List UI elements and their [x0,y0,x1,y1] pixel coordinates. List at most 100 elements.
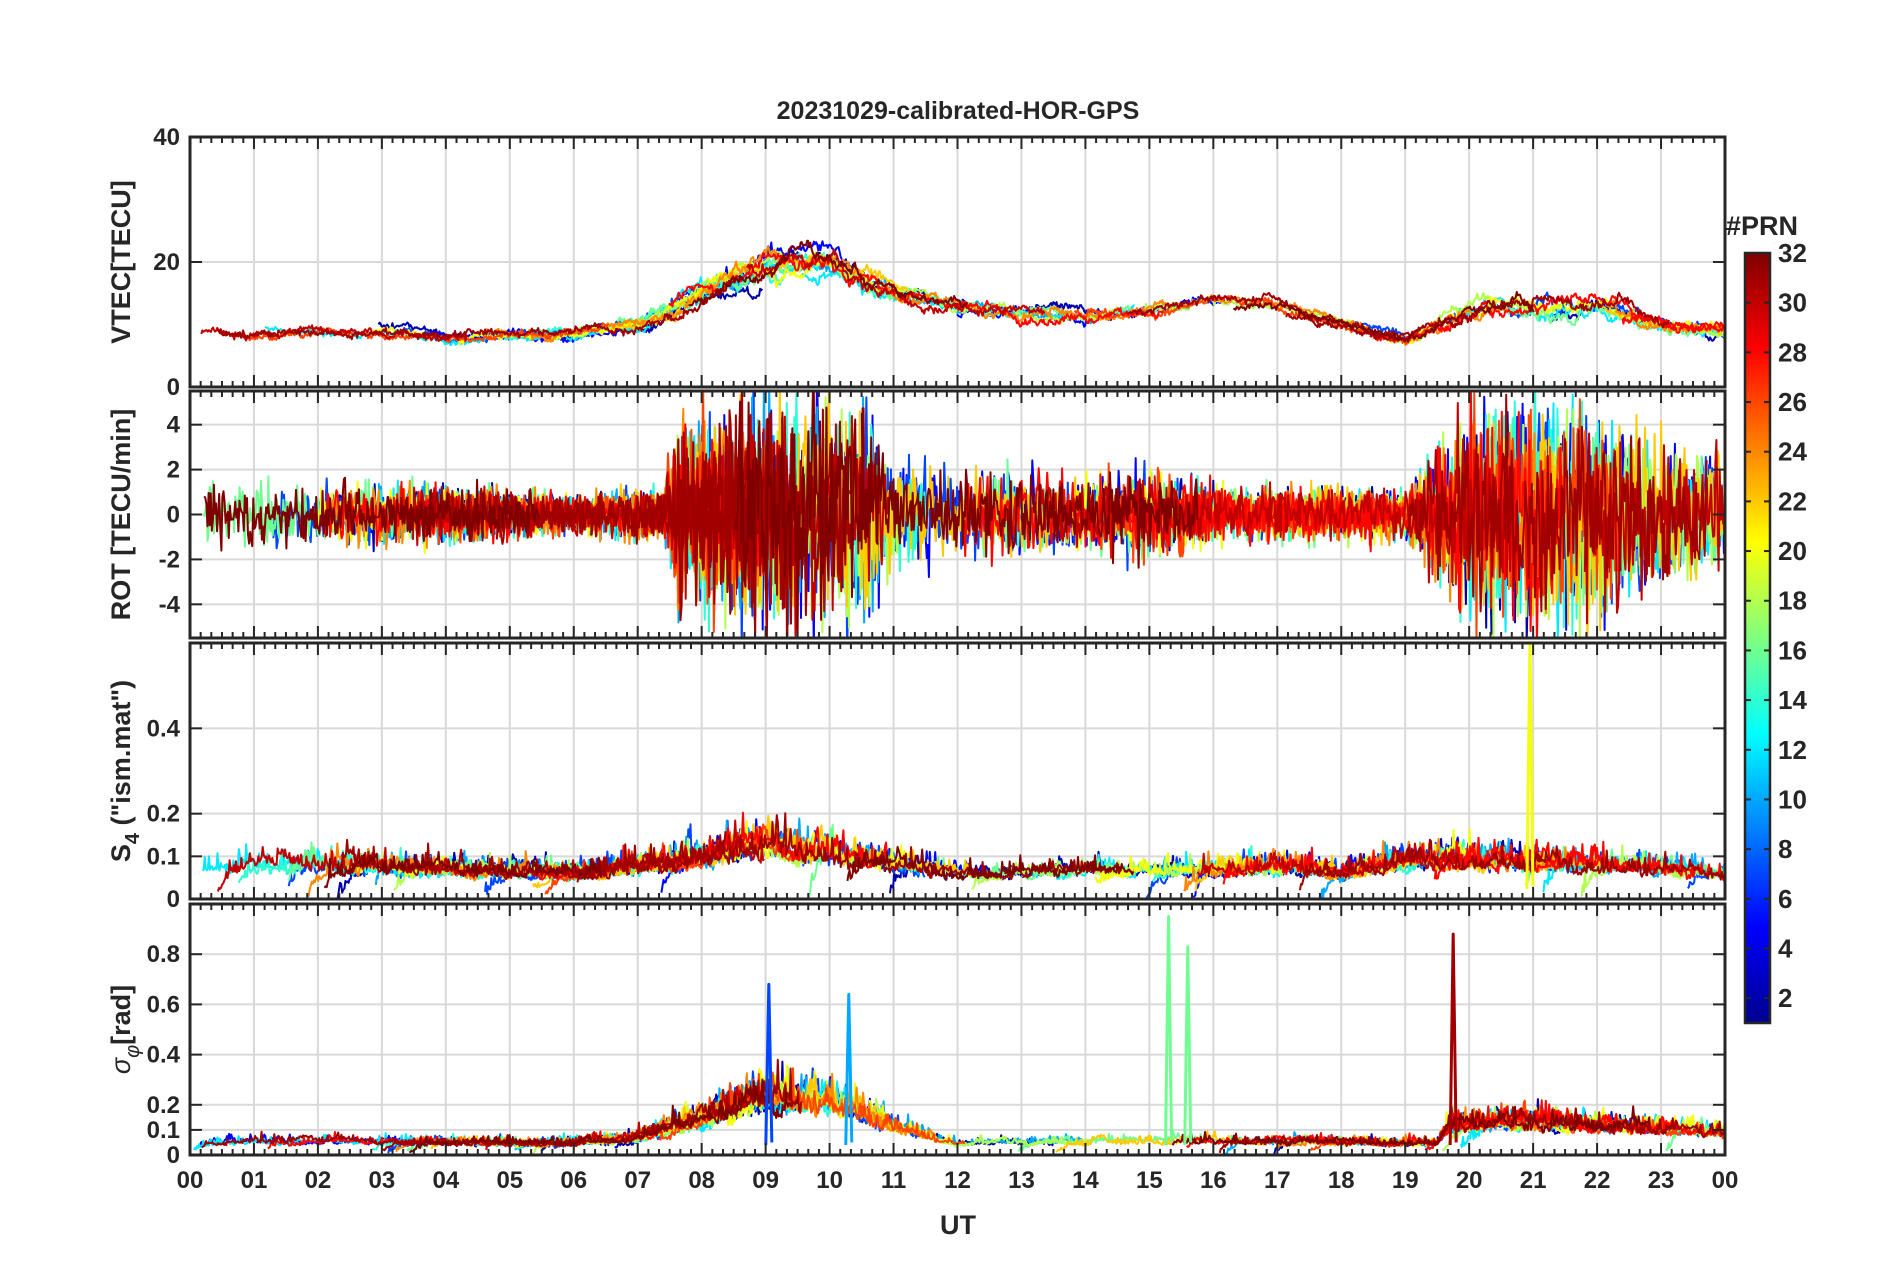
y-tick-label: 0.4 [147,1042,181,1069]
colorbar-tick-label: 2 [1778,983,1792,1013]
series-line-prn-31 [216,276,738,341]
colorbar-tick-label: 18 [1778,586,1807,616]
y-ticks: -4 -2 0 2 4 [159,412,1725,618]
colorbar-tick-label: 28 [1778,337,1807,367]
x-tick-label: 20 [1456,1167,1483,1194]
x-tick-label: 02 [305,1167,332,1194]
series-group [201,643,1725,899]
colorbar-tick-label: 32 [1778,238,1807,268]
x-tick-label: 16 [1200,1167,1227,1194]
y-tick-label: 20 [153,249,180,276]
colorbar-tick-label: 8 [1778,834,1792,864]
series-line-prn-31 [1299,838,1725,891]
series-line-prn-32 [733,391,1199,633]
x-ticks [189,391,1726,638]
y-label-subscript: φ [122,1045,144,1058]
y-tick-label: 0.8 [147,941,180,968]
series-line-prn-32 [846,845,1135,882]
y-tick-label: 0 [167,1142,180,1169]
peak-spike [844,992,854,1145]
y-label-suffix: [rad] [106,985,136,1045]
colorbar-tick-label: 6 [1778,884,1792,914]
x-tick-label: 06 [560,1167,587,1194]
peak-spike [1525,643,1535,889]
y-tick-label: 0.1 [147,843,180,870]
x-tick-label: 18 [1328,1167,1355,1194]
x-tick-label: 03 [369,1167,396,1194]
colorbar-tick-label: 4 [1778,933,1793,963]
colorbar-tick-label: 10 [1778,784,1807,814]
y-tick-label: 0.1 [147,1117,180,1144]
x-tick-label: 19 [1392,1167,1419,1194]
series-line-prn-31 [1285,291,1671,339]
y-tick-label: 2 [167,457,180,484]
y-label-subscript: 4 [122,832,144,844]
y-ticks: 0 0.1 0.2 0.4 [147,715,1725,913]
x-tick-label: 05 [496,1167,523,1194]
x-ticks [189,643,1726,899]
colorbar-tick-label: 16 [1778,635,1807,665]
series-line-prn-32 [1232,291,1535,343]
colorbar-tick-label: 14 [1778,685,1807,715]
x-tick-label: 22 [1584,1167,1611,1194]
y-axis-label: VTEC[TECU] [106,180,136,344]
panel-sigma_phi: 00.10.20.40.60.8σφ[rad]00 01 02 03 04 05 06 07 0… [106,902,1739,1194]
peak-spike [1183,945,1193,1145]
series-line-prn-28 [668,252,1164,328]
series-line-prn-32 [688,239,968,309]
y-label-main: σ [106,1056,136,1074]
colorbar-tick-label: 20 [1778,536,1807,566]
x-tick-label: 11 [881,1167,906,1194]
x-tick-label: 12 [944,1167,971,1194]
y-label-main: S [106,844,136,862]
x-tick-label: 09 [752,1167,779,1194]
series-line-prn-31 [1406,393,1708,613]
x-tick-label: 01 [241,1167,268,1194]
x-tick-label: 00 [177,1167,204,1194]
panel-rot: -4 -2 0 2 4 ROT [TECU/min] [106,389,1727,640]
series-line-prn-32 [1171,1105,1651,1148]
series-line-prn-32 [323,851,603,889]
chart-title: 20231029-calibrated-HOR-GPS [777,97,1140,125]
x-tick-label: 13 [1008,1167,1035,1194]
panel-s4: 0 0.1 0.2 0.4 S4 ("ism.mat") [106,641,1727,913]
y-tick-label: 4 [167,412,181,439]
x-tick-label: 14 [1072,1167,1099,1194]
panel-vtec: 0 20 40 VTEC[TECU] [106,124,1727,401]
x-ticks [189,904,1726,1155]
x-tick-label: 15 [1136,1167,1163,1194]
x-axis-label: UT [940,1210,976,1240]
y-ticks: 00.10.2 0.4 0.6 0.8 [147,941,1725,1169]
x-tick-label: 08 [688,1167,715,1194]
y-label-suffix: ("ism.mat") [106,680,136,833]
series-line-prn-31 [340,831,727,880]
series-line-prn-31 [495,391,852,625]
y-tick-label: 0.2 [147,801,180,828]
y-tick-label: 0 [167,886,180,913]
grid-lines [189,904,1726,1156]
colorbar-tick-label: 22 [1778,486,1807,516]
x-tick-label: 23 [1648,1167,1675,1194]
series-group [192,915,1725,1155]
series-group [200,239,1725,346]
y-tick-label: 0.2 [147,1092,180,1119]
series-line-prn-24 [481,246,1054,343]
series-group [203,391,1725,638]
peak-spike [1448,932,1458,1145]
y-ticks: 0 20 40 [153,124,1725,401]
colorbar-tick-label: 30 [1778,288,1807,318]
colorbar-gradient [1743,251,1772,1025]
y-tick-label: 0.6 [147,991,180,1018]
colorbar-tick-label: 24 [1778,437,1807,467]
x-tick-label: 17 [1264,1167,1291,1194]
y-tick-label: 0.4 [147,715,181,742]
y-tick-label: 0 [167,374,180,401]
x-tick-label: 04 [432,1167,459,1194]
series-line-prn-16 [1507,302,1725,338]
y-axis-label: ROT [TECU/min] [106,409,136,620]
colorbar-tick-label: 12 [1778,735,1807,765]
x-tick-label: 00 [1712,1167,1739,1194]
